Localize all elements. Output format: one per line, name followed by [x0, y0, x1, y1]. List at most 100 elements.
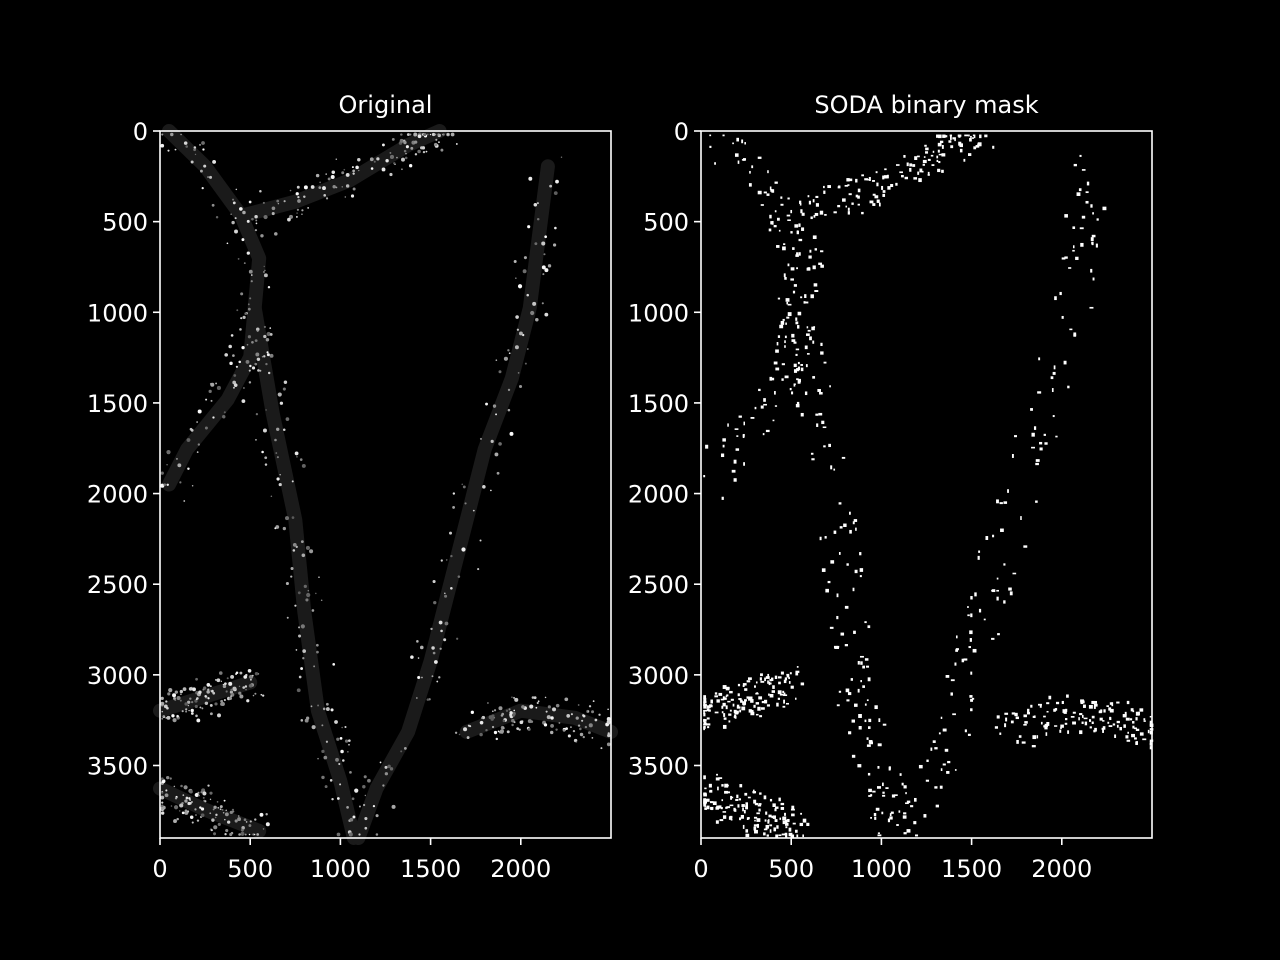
puncta-dot [290, 575, 293, 578]
puncta-dot [161, 791, 164, 794]
puncta-dot [206, 683, 211, 687]
puncta-dot [224, 832, 227, 836]
puncta-dot [237, 815, 240, 817]
mask-spot [744, 142, 746, 145]
mask-spot [735, 798, 739, 801]
puncta-dot [230, 213, 232, 215]
puncta-dot [166, 715, 171, 720]
mask-spot [746, 680, 751, 683]
puncta-dot [184, 809, 188, 813]
mask-spot [734, 428, 739, 430]
mask-spot [736, 704, 740, 708]
mask-spot [769, 682, 772, 685]
puncta-dot [214, 702, 218, 706]
mask-spot [774, 808, 777, 812]
mask-spot [786, 214, 791, 217]
puncta-dot [307, 206, 310, 209]
mask-spot [788, 677, 790, 680]
mask-spot [882, 723, 887, 726]
puncta-dot [332, 662, 336, 666]
puncta-dot [263, 273, 268, 278]
mask-spot [720, 807, 723, 810]
mask-spot [1089, 719, 1092, 722]
mask-spot [1096, 218, 1099, 221]
puncta-dot [224, 682, 227, 686]
puncta-dot [543, 253, 546, 256]
puncta-dot [176, 817, 179, 821]
mask-spot [821, 420, 825, 425]
puncta-dot [292, 549, 296, 552]
mask-spot [954, 138, 956, 142]
mask-spot [969, 695, 973, 698]
mask-spot [1011, 712, 1016, 715]
mask-spot [793, 341, 797, 344]
puncta-dot [352, 815, 356, 819]
mask-spot [744, 688, 748, 691]
mask-spot [778, 797, 781, 802]
puncta-dot [436, 680, 439, 683]
mask-spot [901, 782, 904, 786]
puncta-dot [267, 371, 271, 375]
puncta-dot [298, 675, 302, 679]
puncta-dot [262, 828, 265, 830]
puncta-dot [400, 133, 403, 136]
puncta-dot [160, 777, 164, 781]
mask-spot [1091, 715, 1095, 719]
mask-spot [790, 231, 793, 234]
mask-spot [836, 645, 840, 648]
mask-spot [857, 188, 861, 193]
mask-spot [707, 726, 710, 729]
mask-spot [743, 421, 746, 426]
puncta-dot [207, 176, 209, 178]
mask-spot [950, 679, 955, 682]
puncta-dot [384, 765, 388, 769]
puncta-dot [528, 176, 533, 181]
puncta-dot [215, 216, 219, 219]
puncta-dot [251, 366, 256, 370]
puncta-dot [216, 678, 221, 683]
mask-spot [972, 134, 975, 137]
puncta-dot [389, 172, 393, 177]
mask-spot [1072, 721, 1076, 725]
puncta-dot [507, 388, 511, 392]
puncta-dot [269, 353, 274, 358]
mask-spot [750, 417, 755, 419]
mask-spot [992, 145, 995, 149]
mask-spot [1055, 701, 1060, 705]
puncta-dot [196, 451, 199, 453]
puncta-dot [577, 704, 580, 706]
mask-spot [974, 592, 977, 597]
puncta-dot [250, 274, 253, 276]
puncta-dot [493, 709, 497, 712]
puncta-dot [495, 737, 499, 741]
puncta-dot [209, 812, 212, 815]
mask-spot [854, 703, 858, 707]
mask-spot [1091, 234, 1096, 238]
mask-spot [1033, 426, 1037, 430]
puncta-dot [254, 818, 257, 821]
puncta-dot [290, 566, 294, 571]
mask-spot [737, 683, 741, 687]
mask-spot [1137, 711, 1140, 716]
y-tick-label: 3000 [87, 662, 148, 690]
mask-spot [872, 180, 875, 182]
puncta-dot [197, 443, 201, 446]
puncta-dot [259, 369, 262, 372]
mask-spot [925, 151, 929, 154]
y-tick-label: 1500 [87, 390, 148, 418]
puncta-dot [515, 277, 517, 279]
mask-spot [979, 134, 982, 139]
puncta-dot [440, 629, 443, 633]
puncta-dot [232, 380, 237, 385]
mask-spot [874, 705, 878, 710]
mask-spot [876, 199, 880, 203]
puncta-dot [204, 426, 208, 430]
x-tick-label: 0 [152, 855, 167, 883]
puncta-dot [607, 732, 610, 735]
puncta-dot [226, 677, 229, 680]
mask-spot [845, 205, 847, 208]
mask-spot [836, 593, 839, 598]
mask-spot [853, 630, 856, 634]
puncta-dot [423, 132, 427, 137]
mask-spot [918, 178, 922, 183]
